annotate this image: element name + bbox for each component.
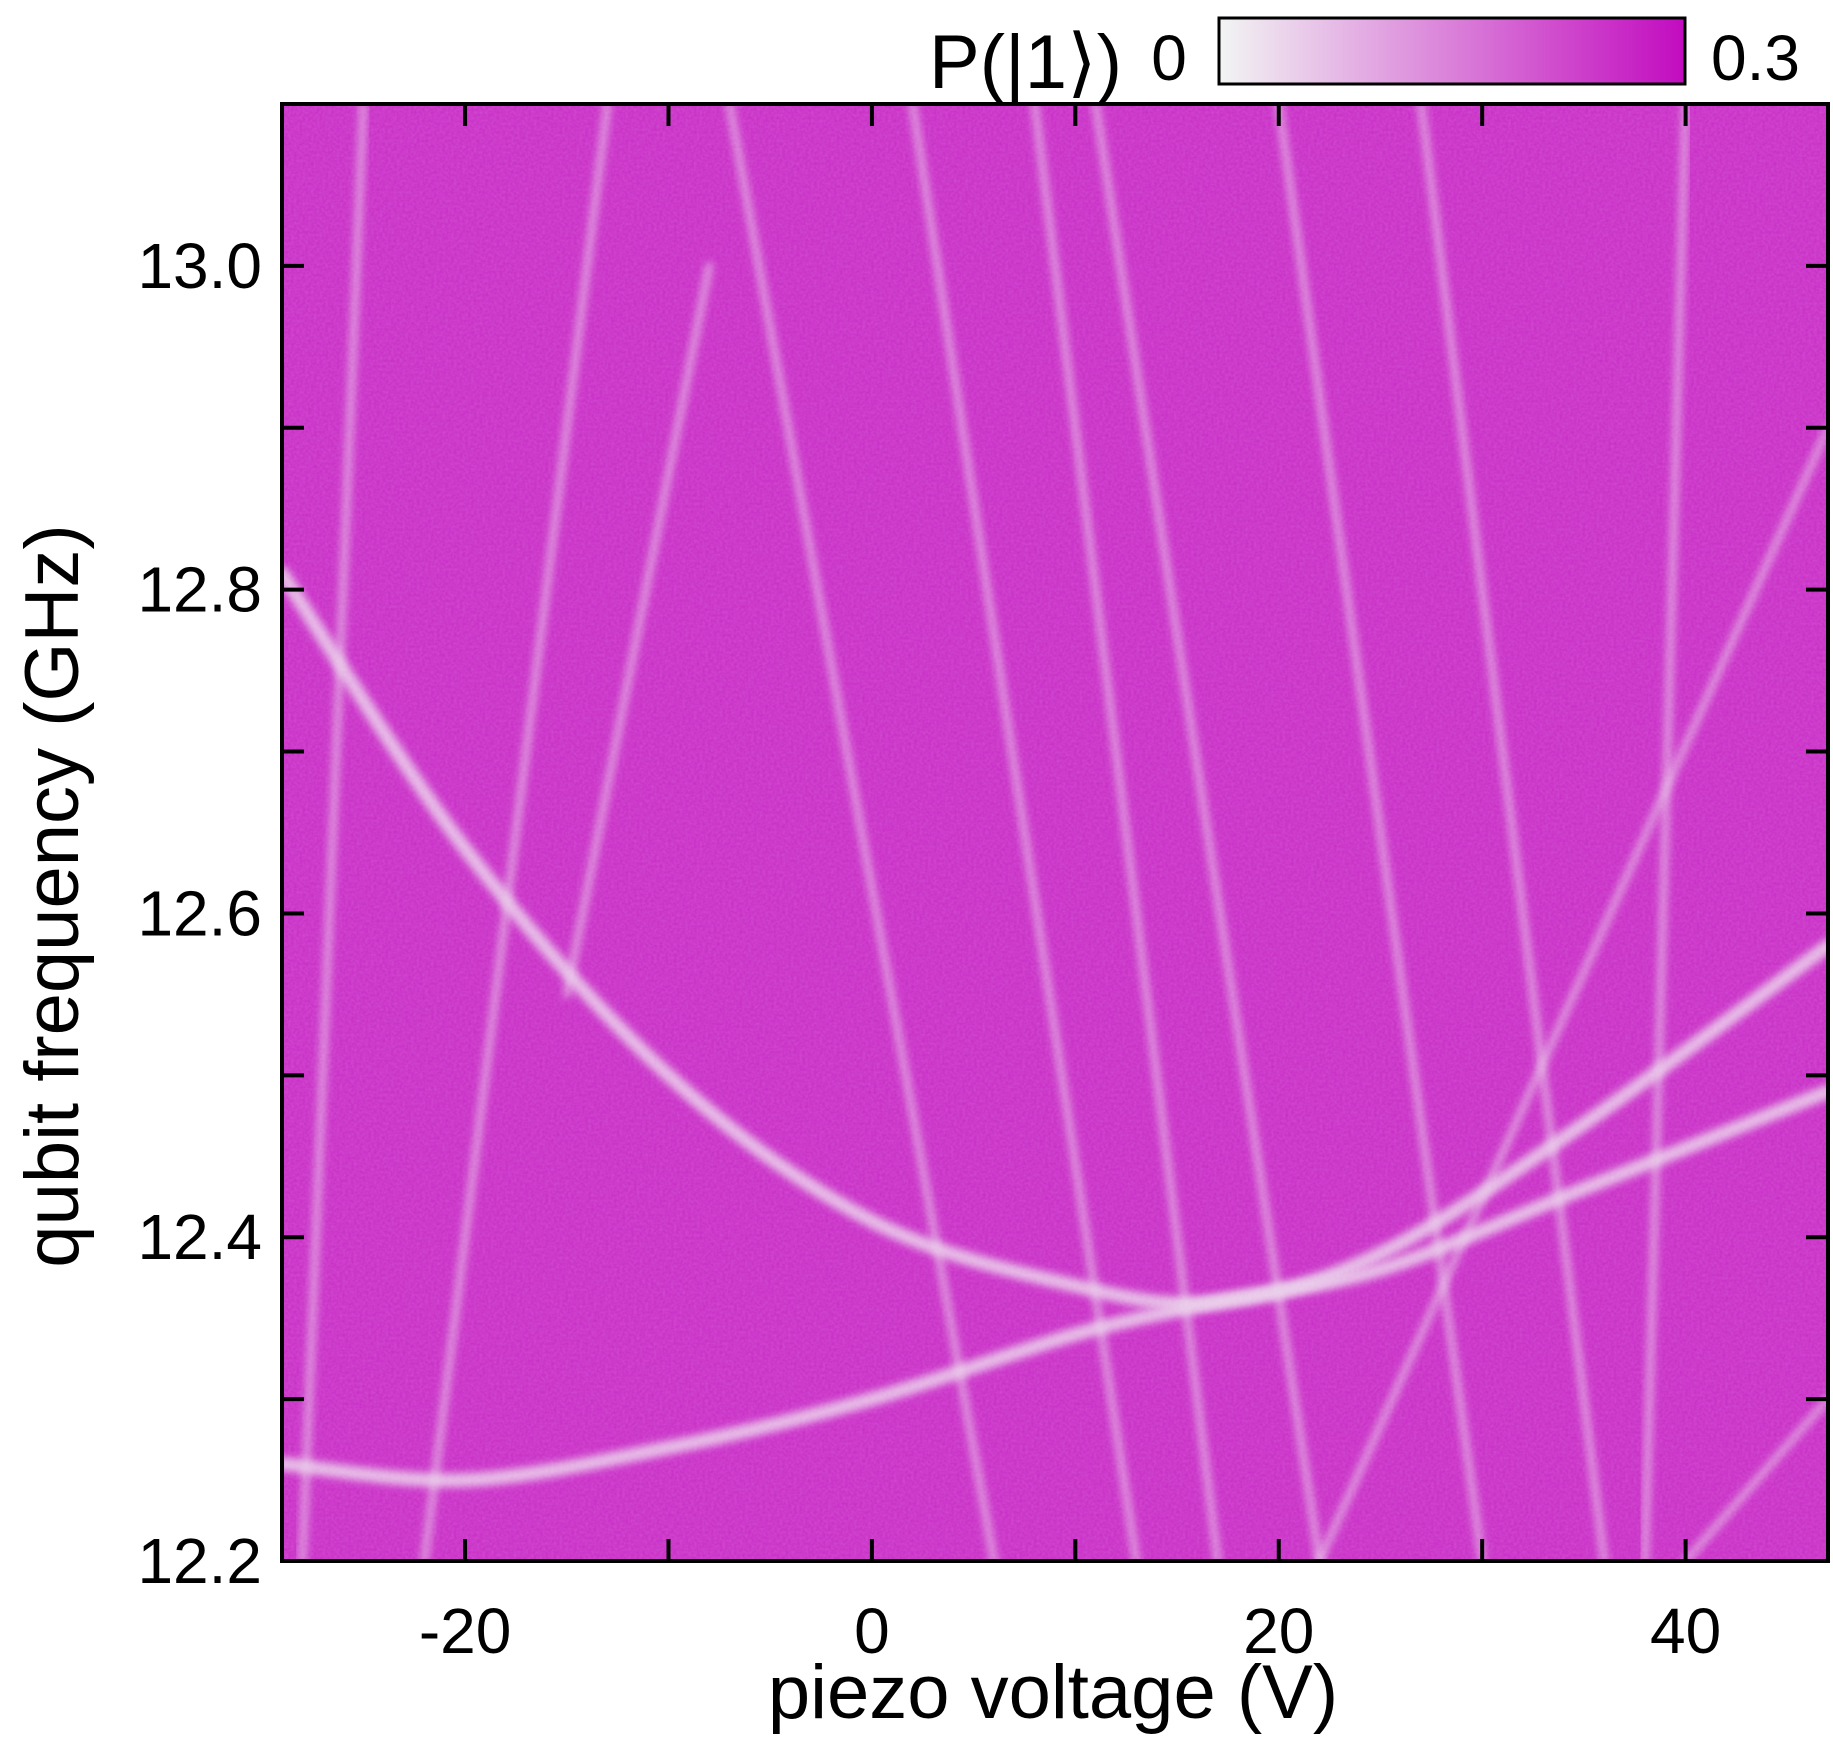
y-tick-label: 12.6 — [137, 877, 262, 949]
plot-frame — [280, 102, 1830, 1563]
colorbar-gradient — [1217, 16, 1687, 86]
colorbar-min-label: 0 — [1151, 22, 1187, 94]
colorbar-label: P(|1⟩) — [929, 20, 1122, 105]
x-tick-label: -20 — [419, 1595, 512, 1667]
x-axis-label: piezo voltage (V) — [768, 1650, 1338, 1735]
y-axis-label: qubit frequency (GHz) — [10, 524, 95, 1267]
y-tick-label: 12.2 — [137, 1525, 262, 1597]
heatmap-noise — [282, 104, 1828, 1561]
plot-area — [282, 104, 1828, 1561]
y-tick-label: 13.0 — [137, 230, 262, 302]
x-tick-label: 20 — [1243, 1595, 1314, 1667]
colorbar-max-label: 0.3 — [1711, 22, 1800, 94]
y-tick-label: 12.4 — [137, 1201, 262, 1273]
x-tick-label: 40 — [1650, 1595, 1721, 1667]
axis-ticks: -20 0 20 40 12.2 12.4 12.6 12.8 13.0 — [137, 104, 1828, 1667]
y-tick-label: 12.8 — [137, 554, 262, 626]
colorbar: P(|1⟩) 0 0.3 — [929, 16, 1800, 105]
x-tick-label: 0 — [854, 1595, 890, 1667]
